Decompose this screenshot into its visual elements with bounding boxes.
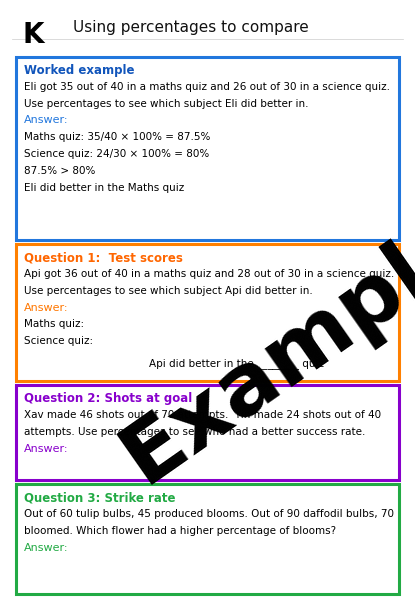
Text: Science quiz: 24/30 × 100% = 80%: Science quiz: 24/30 × 100% = 80% — [24, 149, 209, 159]
Text: Answer:: Answer: — [24, 302, 68, 313]
Text: Api got 36 out of 40 in a maths quiz and 28 out of 30 in a science quiz.: Api got 36 out of 40 in a maths quiz and… — [24, 269, 394, 279]
FancyBboxPatch shape — [16, 385, 399, 480]
Text: Question 1:  Test scores: Question 1: Test scores — [24, 251, 183, 265]
Text: K: K — [23, 21, 44, 49]
Text: Eli got 35 out of 40 in a maths quiz and 26 out of 30 in a science quiz.: Eli got 35 out of 40 in a maths quiz and… — [24, 82, 390, 92]
Text: Answer:: Answer: — [24, 542, 68, 553]
Text: Eli did better in the Maths quiz: Eli did better in the Maths quiz — [24, 182, 184, 193]
Text: Xav made 46 shots out of 70 attempts.  Yin made 24 shots out of 40: Xav made 46 shots out of 70 attempts. Yi… — [24, 410, 381, 420]
Text: 87.5% > 80%: 87.5% > 80% — [24, 166, 95, 176]
FancyBboxPatch shape — [16, 484, 399, 594]
Text: Example: Example — [106, 196, 415, 500]
Text: Use percentages to see which subject Eli did better in.: Use percentages to see which subject Eli… — [24, 98, 309, 109]
Text: Answer:: Answer: — [24, 115, 68, 125]
Text: Science quiz:: Science quiz: — [24, 336, 93, 346]
Text: Using percentages to compare: Using percentages to compare — [73, 20, 308, 35]
Text: Use percentages to see which subject Api did better in.: Use percentages to see which subject Api… — [24, 286, 313, 296]
Text: Question 3: Strike rate: Question 3: Strike rate — [24, 491, 176, 505]
FancyBboxPatch shape — [16, 244, 399, 381]
Text: Worked example: Worked example — [24, 64, 134, 77]
Text: attempts. Use percentages to see who had a better success rate.: attempts. Use percentages to see who had… — [24, 427, 366, 437]
Text: bloomed. Which flower had a higher percentage of blooms?: bloomed. Which flower had a higher perce… — [24, 526, 336, 536]
Text: Maths quiz: 35/40 × 100% = 87.5%: Maths quiz: 35/40 × 100% = 87.5% — [24, 132, 210, 142]
Text: Out of 60 tulip bulbs, 45 produced blooms. Out of 90 daffodil bulbs, 70: Out of 60 tulip bulbs, 45 produced bloom… — [24, 509, 394, 519]
Text: Api did better in the ________ quiz: Api did better in the ________ quiz — [149, 358, 324, 369]
Text: Question 2: Shots at goal: Question 2: Shots at goal — [24, 392, 192, 406]
FancyBboxPatch shape — [16, 57, 399, 240]
Text: Answer:: Answer: — [24, 443, 68, 454]
Text: Maths quiz:: Maths quiz: — [24, 319, 84, 329]
